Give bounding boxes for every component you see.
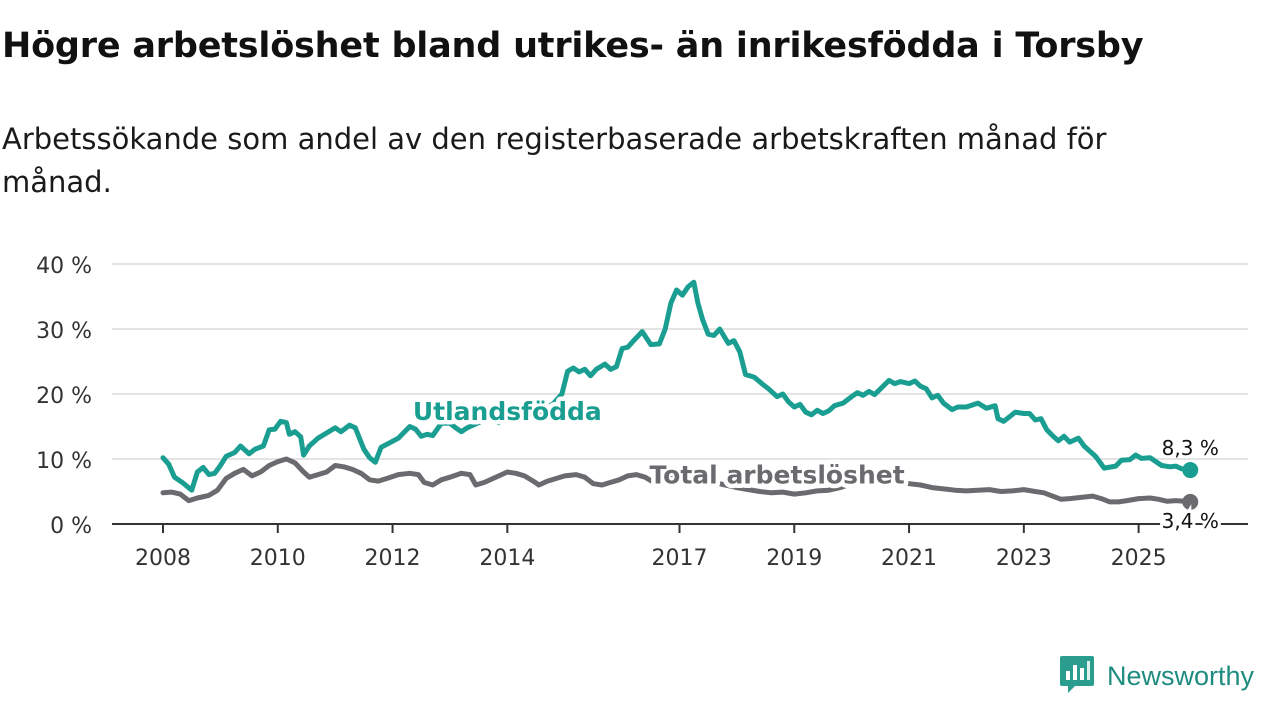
brand-logo[interactable]: Newsworthy: [1059, 654, 1254, 698]
y-tick-label: 30 %: [36, 319, 92, 344]
x-tick-label: 2017: [652, 546, 708, 571]
end-label-total: 3,4 %: [1162, 509, 1219, 533]
x-axis-ticks: 2008 2010 2012 2014 2017 2019 2021 2023 2025: [135, 524, 1167, 571]
x-tick-label: 2025: [1111, 546, 1167, 571]
series-annotation-total: Total arbetslöshet: [649, 461, 904, 490]
series-lines: [160, 279, 1199, 510]
brand-name: Newsworthy: [1107, 660, 1255, 691]
y-tick-label: 20 %: [36, 384, 92, 409]
x-tick-label: 2023: [996, 546, 1052, 571]
page-title: Högre arbetslöshet bland utrikes- än inr…: [2, 26, 1144, 66]
y-axis-ticks: 0 % 10 % 20 % 30 % 40 %: [36, 254, 92, 539]
bar-chart-logo-icon: [1059, 654, 1095, 698]
series-end-marker-utlandsfodda: [1182, 462, 1199, 479]
y-tick-label: 10 %: [36, 449, 92, 474]
page-subtitle: Arbetssökande som andel av den registerb…: [2, 122, 1107, 199]
y-tick-label: 0 %: [50, 514, 92, 539]
x-tick-label: 2021: [881, 546, 937, 571]
series-labels: 8,3 % 3,4 % Utlandsfödda Total arbetslöshet: [408, 393, 1222, 536]
x-tick-label: 2012: [365, 546, 421, 571]
x-tick-label: 2014: [479, 546, 535, 571]
series-annotation-utlandsfodda: Utlandsfödda: [413, 397, 602, 426]
x-tick-label: 2019: [766, 546, 822, 571]
series-line-total: [160, 456, 1193, 505]
end-label-utlandsfodda: 8,3 %: [1162, 436, 1219, 460]
x-tick-label: 2008: [135, 546, 191, 571]
series-end-marker-total: [1182, 493, 1199, 510]
x-tick-label: 2010: [250, 546, 306, 571]
y-tick-label: 40 %: [36, 254, 92, 279]
series-line-utlandsfodda: [160, 279, 1193, 493]
